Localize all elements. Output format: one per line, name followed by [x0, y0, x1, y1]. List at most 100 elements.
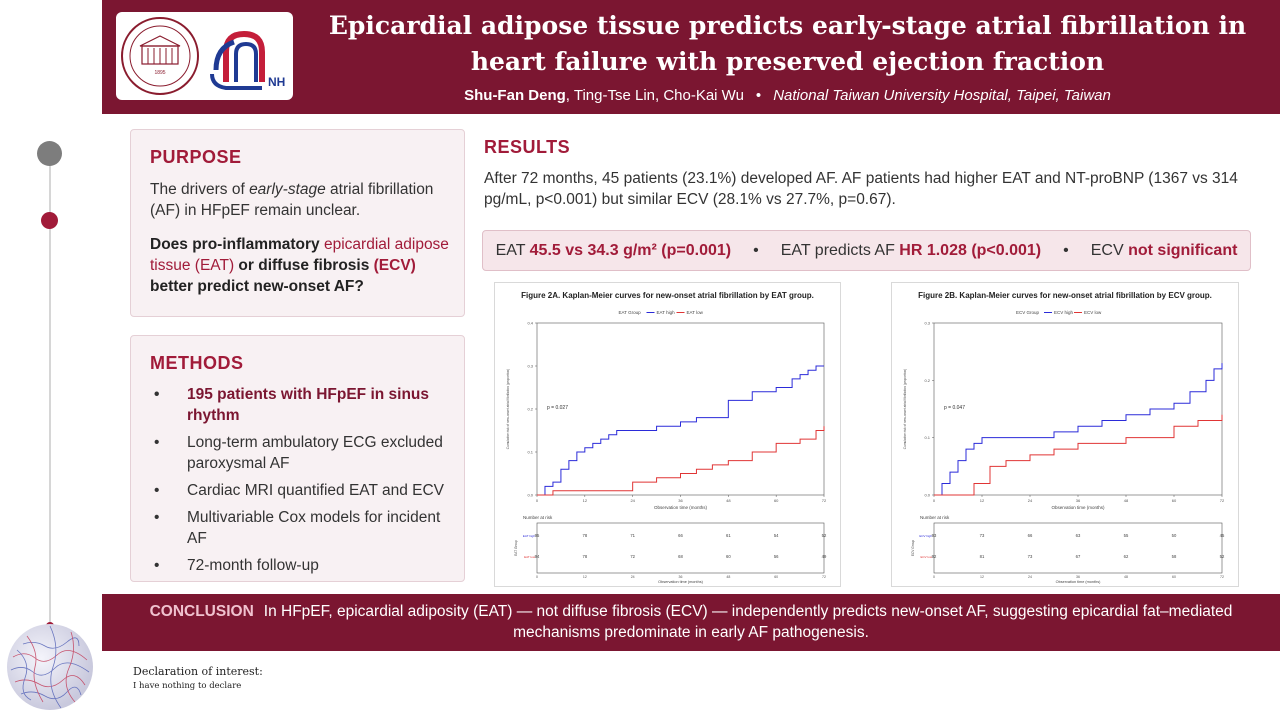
series-line-low	[537, 426, 825, 496]
key-findings-bar: EAT 45.5 vs 34.3 g/m² (p=0.001) • EAT pr…	[482, 230, 1251, 271]
conclusion-bar: CONCLUSION In HFpEF, epicardial adiposity…	[102, 594, 1280, 651]
risk-table-ylabel: EAT Group	[514, 540, 518, 556]
y-tick-label: 0.2	[527, 407, 533, 412]
globe-icon	[7, 624, 93, 710]
risk-x-axis-label: Observation time (months)	[1056, 580, 1101, 584]
plot-frame	[933, 322, 1223, 496]
p-value-annotation: p = 0.047	[944, 405, 965, 411]
risk-x-tick-label: 72	[822, 575, 826, 579]
risk-x-tick-label: 48	[1124, 575, 1128, 579]
author-line: Shu-Fan Deng, Ting-Tse Lin, Cho-Kai Wu • N…	[310, 87, 1265, 104]
chart-legend: ECV Group ECV high ECV low	[1016, 310, 1102, 315]
svg-text:NH: NH	[268, 75, 285, 89]
x-tick-label: 12	[583, 498, 588, 503]
finding-ecv: ECV not significant	[1090, 241, 1238, 259]
results-heading: RESULTS	[484, 137, 571, 157]
purpose-question: Does pro-inflammatory epicardial adipose…	[150, 236, 449, 295]
risk-count-low: 68	[678, 554, 683, 559]
y-axis-label: Cumulative risk of new-onset atrial fibr…	[903, 369, 907, 449]
risk-count-high: 93	[932, 533, 937, 538]
risk-count-high: 73	[980, 533, 985, 538]
list-item: Long-term ambulatory ECG excluded paroxy…	[150, 432, 455, 474]
risk-count-low: 94	[535, 554, 540, 559]
list-item: Cardiac MRI quantified EAT and ECV	[150, 480, 455, 501]
risk-count-high: 61	[726, 533, 731, 538]
risk-x-axis-label: Observation time (months)	[658, 580, 703, 584]
author-separator: •	[755, 87, 762, 104]
risk-x-tick-label: 12	[583, 575, 587, 579]
risk-count-low: 56	[774, 554, 779, 559]
methods-heading: METHODS	[150, 353, 244, 373]
risk-count-high: 55	[1124, 533, 1129, 538]
co-authors: , Ting-Tse Lin, Cho-Kai Wu	[565, 87, 744, 104]
risk-x-tick-label: 48	[726, 575, 730, 579]
svg-text:1895: 1895	[154, 70, 165, 76]
x-tick-label: 12	[980, 498, 985, 503]
timeline-dot-red	[41, 212, 58, 229]
risk-x-tick-label: 0	[536, 575, 538, 579]
y-tick-label: 0.0	[527, 493, 533, 498]
university-logos: 1895 NH	[121, 17, 285, 95]
y-tick-label: 0.1	[527, 450, 533, 455]
timeline-line	[49, 150, 51, 630]
legend-title: ECV Group	[1016, 310, 1040, 315]
risk-x-tick-label: 72	[1220, 575, 1224, 579]
risk-x-tick-label: 36	[679, 575, 683, 579]
declaration-text: I have nothing to declare	[133, 681, 242, 691]
risk-row-label-low: EAT low	[524, 555, 536, 559]
methods-list: 195 patients with HFpEF in sinus rhythm …	[150, 384, 455, 582]
risk-count-low: 78	[582, 554, 587, 559]
x-tick-label: 48	[726, 498, 731, 503]
risk-count-high: 71	[630, 533, 635, 538]
risk-x-tick-label: 60	[1172, 575, 1176, 579]
list-item: Multivariable Cox models for incident AF	[150, 507, 455, 549]
declaration-title: Declaration of interest:	[133, 665, 263, 678]
declaration: Declaration of interest: I have nothing …	[133, 665, 263, 691]
x-tick-label: 24	[1028, 498, 1033, 503]
risk-count-high: 52	[822, 533, 827, 538]
x-tick-label: 36	[1076, 498, 1081, 503]
legend-label-low: EAT low	[687, 310, 704, 315]
risk-count-low: 92	[932, 554, 937, 559]
risk-table-title: Number at risk	[523, 515, 553, 520]
x-tick-label: 48	[1124, 498, 1129, 503]
purpose-text: The drivers of early-stage atrial fibril…	[150, 181, 434, 219]
figure-2a: Figure 2A. Kaplan-Meier curves for new-o…	[494, 282, 841, 587]
legend-title: EAT Group	[619, 310, 642, 315]
y-axis-label: Cumulative risk of new-onset atrial fibr…	[506, 369, 510, 449]
risk-count-high: 45	[1220, 533, 1225, 538]
x-tick-label: 72	[822, 498, 827, 503]
x-tick-label: 0	[933, 498, 936, 503]
risk-count-low: 52	[1220, 554, 1225, 559]
risk-x-tick-label: 24	[1028, 575, 1032, 579]
risk-count-high: 66	[678, 533, 683, 538]
list-item: 195 patients with HFpEF in sinus rhythm	[150, 384, 455, 426]
conclusion-text-block: CONCLUSION In HFpEF, epicardial adiposity…	[132, 601, 1250, 643]
risk-count-high: 63	[1076, 533, 1081, 538]
risk-table-frame	[536, 522, 825, 574]
series-line-high	[934, 363, 1223, 496]
logo-panel: 1895 NH	[116, 12, 293, 100]
header-bar	[102, 0, 1280, 114]
conclusion-text: In HFpEF, epicardial adiposity (EAT) — n…	[263, 603, 1233, 641]
risk-count-high: 50	[1172, 533, 1177, 538]
x-tick-label: 24	[630, 498, 635, 503]
y-tick-label: 0.4	[527, 321, 533, 326]
km-chart-eat: EAT Group EAT high EAT low 0.0 0.1 0.2 0.3 0.4 0…	[506, 310, 827, 584]
km-chart-ecv: ECV Group ECV high ECV low 0.0 0.1 0.2 0.3 0 12 2…	[903, 310, 1225, 584]
risk-count-low: 58	[1172, 554, 1177, 559]
series-line-high	[537, 365, 824, 496]
plot-frame	[536, 322, 825, 496]
legend-label-low: ECV low	[1084, 310, 1102, 315]
poster-title: Epicardial adipose tissue predicts early…	[328, 11, 1247, 76]
legend-label-high: EAT high	[657, 310, 676, 315]
timeline-dot-grey	[37, 141, 62, 166]
series-line-low	[934, 414, 1223, 496]
risk-count-low: 73	[1028, 554, 1033, 559]
x-tick-label: 0	[536, 498, 539, 503]
x-tick-label: 60	[1172, 498, 1177, 503]
risk-x-tick-label: 60	[774, 575, 778, 579]
conclusion-label: CONCLUSION	[149, 603, 254, 620]
y-tick-label: 0.1	[924, 435, 930, 440]
results-text: After 72 months, 45 patients (23.1%) dev…	[484, 170, 1238, 208]
